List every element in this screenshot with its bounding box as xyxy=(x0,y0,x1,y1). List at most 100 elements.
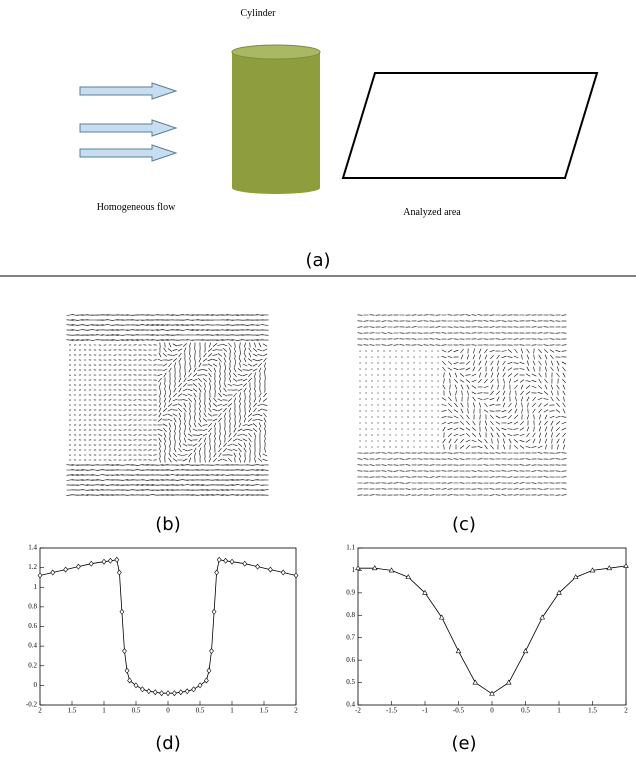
caption: (a) xyxy=(305,250,330,271)
data-marker xyxy=(119,608,125,615)
y-tick-label: 0.8 xyxy=(346,611,355,619)
data-marker xyxy=(63,566,68,573)
caption: (e) xyxy=(451,733,476,754)
data-marker xyxy=(371,565,378,571)
arrow xyxy=(79,82,178,100)
y-tick-label: 0.7 xyxy=(346,633,355,641)
x-tick-label: 0.5 xyxy=(132,707,141,715)
x-tick-label: 2 xyxy=(38,707,42,715)
caption: (b) xyxy=(155,514,180,535)
data-marker xyxy=(101,558,107,565)
data-marker xyxy=(455,648,462,654)
x-tick-label: 0.5 xyxy=(521,707,530,715)
data-marker xyxy=(355,565,361,571)
x-tick-label: -1.5 xyxy=(386,707,398,715)
data-marker xyxy=(255,563,260,570)
area-label: Analyzed area xyxy=(403,207,461,218)
data-marker xyxy=(88,560,94,567)
data-marker xyxy=(152,689,158,696)
data-marker xyxy=(178,689,184,696)
data-marker xyxy=(589,567,596,573)
data-marker xyxy=(539,614,546,620)
data-marker xyxy=(76,563,81,570)
y-tick-label: 1.2 xyxy=(28,563,37,571)
data-marker xyxy=(191,686,196,693)
data-marker xyxy=(146,688,152,695)
caption: (c) xyxy=(452,514,476,535)
x-tick-label: 1.5 xyxy=(260,707,269,715)
data-marker xyxy=(108,557,113,564)
data-marker xyxy=(124,667,130,674)
data-marker xyxy=(184,688,190,695)
y-tick-label: 1.4 xyxy=(28,544,37,552)
y-tick-label: 1.1 xyxy=(346,544,355,552)
data-marker xyxy=(37,572,43,579)
data-marker xyxy=(472,679,479,685)
flow-arrows xyxy=(79,82,178,162)
x-tick-label: -0.5 xyxy=(453,707,465,715)
data-marker xyxy=(505,679,512,685)
data-marker xyxy=(214,569,220,576)
data-marker xyxy=(623,562,629,568)
y-tick-label: 1 xyxy=(34,583,38,591)
data-marker xyxy=(116,569,122,576)
data-marker xyxy=(197,682,203,689)
cylinder-label: Cylinder xyxy=(241,8,277,19)
x-tick-label: 1 xyxy=(230,707,234,715)
x-tick-label: 1 xyxy=(102,707,106,715)
data-marker xyxy=(268,566,273,573)
data-marker xyxy=(522,648,529,654)
data-marker xyxy=(388,567,395,573)
data-marker xyxy=(159,690,164,697)
data-marker xyxy=(293,572,299,579)
y-tick-label: 0 xyxy=(34,681,38,689)
data-marker xyxy=(405,574,412,580)
flow-label: Homogeneous flow xyxy=(97,202,176,213)
data-marker xyxy=(438,614,445,620)
y-tick-label: 0.4 xyxy=(28,642,37,650)
analyzed-area xyxy=(341,72,599,179)
data-marker xyxy=(572,574,579,580)
data-marker xyxy=(114,556,120,563)
x-tick-label: 0 xyxy=(166,707,170,715)
data-marker xyxy=(140,686,145,693)
x-tick-label: 2 xyxy=(624,707,628,715)
y-tick-label: 0.6 xyxy=(28,622,37,630)
y-tick-label: 1 xyxy=(352,566,356,574)
data-marker xyxy=(133,682,139,689)
cylinder-body xyxy=(232,52,320,194)
arrow xyxy=(79,144,178,162)
x-tick-label: 0.5 xyxy=(196,707,205,715)
data-marker xyxy=(280,569,286,576)
data-marker xyxy=(489,690,495,696)
x-tick-label: 1.5 xyxy=(68,707,77,715)
x-tick-label: 1.5 xyxy=(588,707,597,715)
y-tick-label: 0.9 xyxy=(346,588,355,596)
y-tick-label: 0.5 xyxy=(346,678,355,686)
x-tick-label: 2 xyxy=(294,707,298,715)
y-tick-label: 0.8 xyxy=(28,602,37,610)
data-marker xyxy=(242,560,248,567)
data-marker xyxy=(216,556,222,563)
x-tick-label: 1 xyxy=(557,707,561,715)
vector-field xyxy=(66,314,269,496)
data-marker xyxy=(172,690,177,697)
data-marker xyxy=(206,667,212,674)
x-tick-label: -2 xyxy=(355,707,361,715)
data-marker xyxy=(209,648,214,655)
data-marker xyxy=(211,608,217,615)
data-marker xyxy=(556,589,562,595)
data-marker xyxy=(229,558,235,565)
y-tick-label: -0.2 xyxy=(26,701,38,709)
cylinder xyxy=(231,44,321,194)
y-tick-label: 0.6 xyxy=(346,656,355,664)
cylinder-top xyxy=(231,44,321,60)
caption: (d) xyxy=(155,733,180,754)
data-marker xyxy=(606,565,613,571)
arrow xyxy=(79,119,178,137)
data-marker xyxy=(204,677,209,684)
y-tick-label: 0.2 xyxy=(28,661,37,669)
data-marker xyxy=(50,569,56,576)
vector-field xyxy=(357,314,567,496)
